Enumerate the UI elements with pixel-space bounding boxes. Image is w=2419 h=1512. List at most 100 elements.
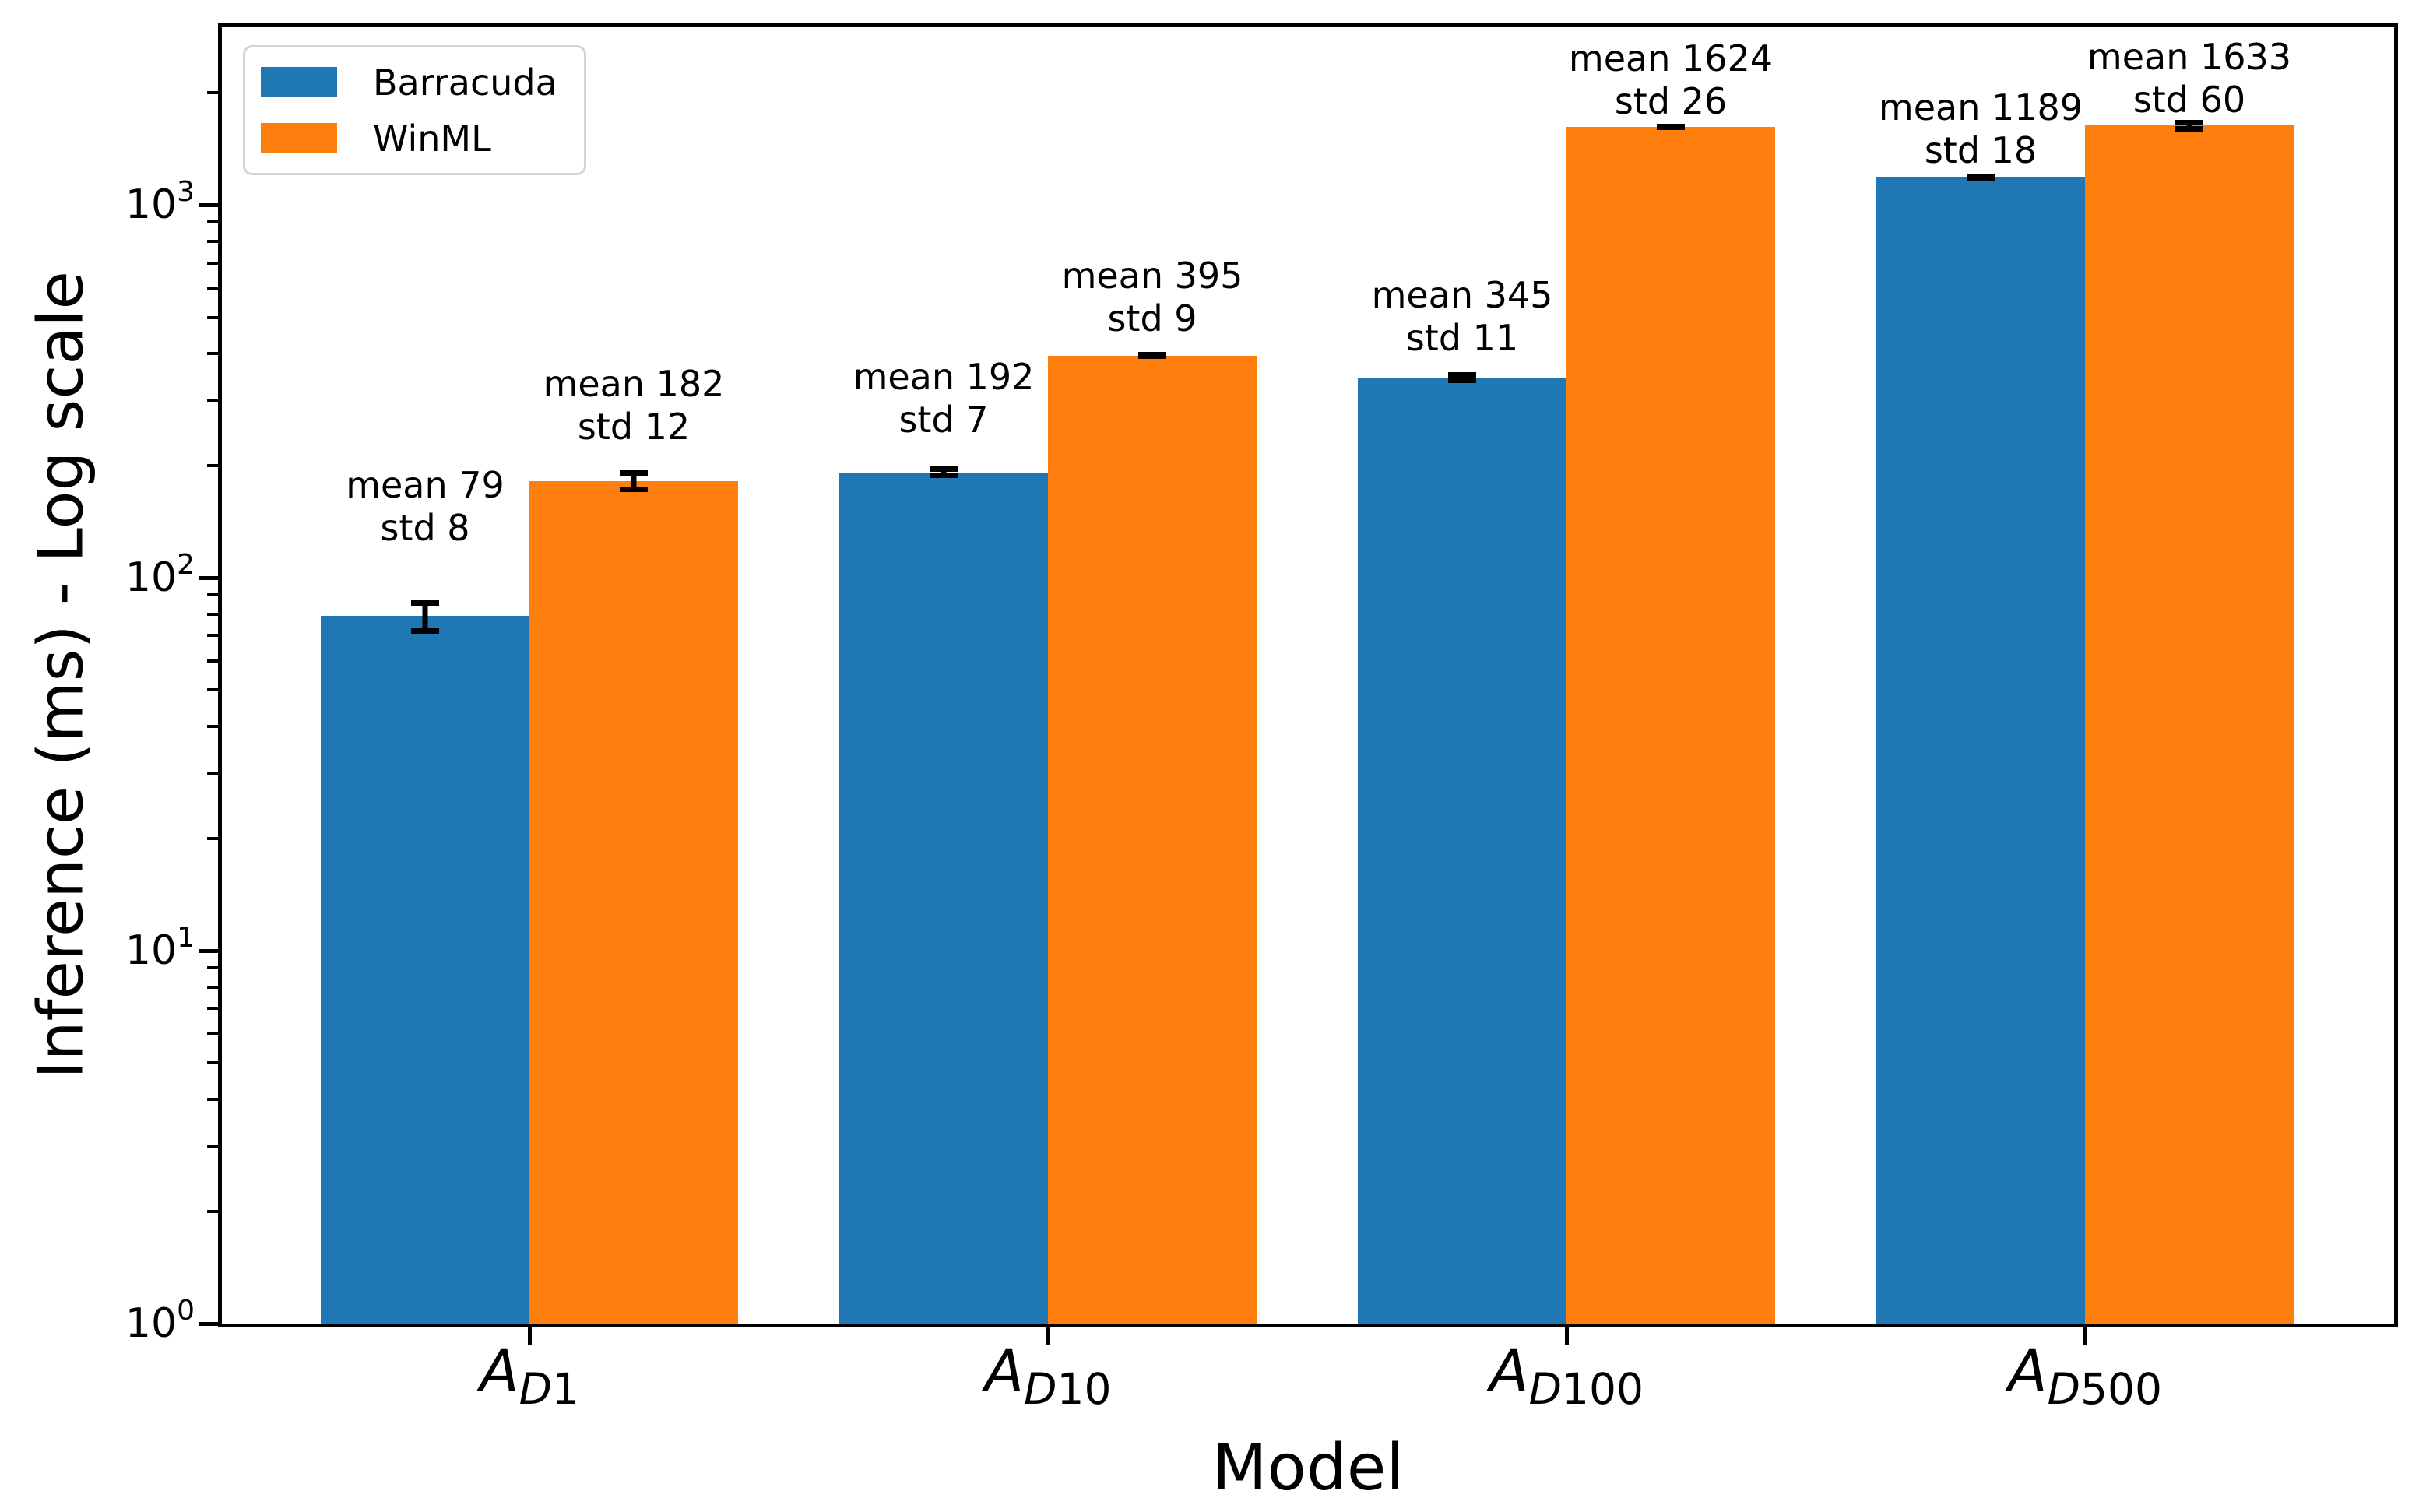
bar-winml-1 bbox=[1048, 355, 1257, 1324]
y-minor-tick-60 bbox=[207, 659, 218, 663]
errorbar-cap-top-winml-0 bbox=[620, 470, 648, 476]
y-minor-tick-2 bbox=[207, 1209, 218, 1213]
y-tick-base-10e2: 10 bbox=[125, 554, 178, 602]
y-minor-tick-2000 bbox=[207, 91, 218, 95]
errorbar-cap-bottom-barracuda-2 bbox=[1448, 377, 1476, 383]
errorbar-cap-bottom-winml-2 bbox=[1657, 125, 1685, 131]
y-major-tick-10e0 bbox=[199, 1321, 218, 1326]
errorbar-line-barracuda-0 bbox=[422, 600, 428, 634]
y-minor-tick-7 bbox=[207, 1007, 218, 1011]
errorbar-cap-top-barracuda-2 bbox=[1448, 372, 1476, 378]
x-tick-subscript: D100 bbox=[1529, 1366, 1644, 1412]
errorbar-cap-bottom-barracuda-3 bbox=[1967, 175, 1995, 181]
x-tick-subscript: D1 bbox=[519, 1366, 579, 1412]
y-minor-tick-3 bbox=[207, 1144, 218, 1148]
errorbar-barracuda-3 bbox=[1967, 174, 1995, 181]
y-tick-exponent-10e2: 2 bbox=[177, 549, 195, 582]
legend-label-winml: WinML bbox=[373, 117, 491, 160]
y-tick-label-10e3: 103 bbox=[47, 176, 195, 233]
x-tick-subscript: D500 bbox=[2048, 1366, 2162, 1412]
y-minor-tick-900 bbox=[207, 220, 218, 224]
x-tick-sub-num: 10 bbox=[1057, 1364, 1112, 1414]
annotation-winml-3: mean 1633 std 60 bbox=[2087, 36, 2292, 121]
y-tick-base-10e0: 10 bbox=[125, 1300, 178, 1347]
annotation-winml-2: mean 1624 std 26 bbox=[1568, 37, 1774, 122]
y-minor-tick-90 bbox=[207, 593, 218, 597]
y-minor-tick-5 bbox=[207, 1061, 218, 1065]
bar-barracuda-0 bbox=[321, 616, 529, 1324]
y-minor-tick-9 bbox=[207, 966, 218, 970]
errorbar-cap-top-barracuda-0 bbox=[411, 600, 439, 607]
legend-swatch-winml bbox=[261, 123, 337, 153]
y-minor-tick-800 bbox=[207, 239, 218, 243]
bar-winml-0 bbox=[529, 480, 738, 1324]
annotation-winml-0: mean 182 std 12 bbox=[543, 363, 725, 448]
errorbar-winml-2 bbox=[1657, 124, 1685, 131]
errorbar-cap-bottom-winml-1 bbox=[1138, 353, 1166, 360]
legend-item-winml: WinML bbox=[261, 119, 568, 158]
x-tick-sub-var: D bbox=[2047, 1364, 2080, 1414]
errorbar-line-winml-0 bbox=[631, 470, 637, 492]
y-tick-base-10e3: 10 bbox=[125, 181, 178, 229]
y-minor-tick-20 bbox=[207, 837, 218, 840]
errorbar-barracuda-2 bbox=[1448, 372, 1476, 383]
x-tick-sub-var: D bbox=[1528, 1364, 1562, 1414]
x-tick-ad10 bbox=[1046, 1327, 1050, 1345]
y-minor-tick-200 bbox=[207, 464, 218, 468]
errorbar-cap-bottom-winml-0 bbox=[620, 486, 648, 492]
annotation-barracuda-0: mean 79 std 8 bbox=[346, 464, 505, 550]
x-tick-subscript: D10 bbox=[1024, 1366, 1111, 1412]
x-tick-sub-num: 1 bbox=[551, 1364, 579, 1414]
legend-item-barracuda: Barracuda bbox=[261, 63, 568, 102]
annotation-barracuda-3: mean 1189 std 18 bbox=[1878, 86, 2083, 171]
errorbar-cap-top-barracuda-1 bbox=[930, 466, 958, 473]
x-tick-label-ad1: A D1 bbox=[358, 1341, 701, 1412]
y-tick-base-10e1: 10 bbox=[125, 927, 178, 975]
x-tick-ad500 bbox=[2083, 1327, 2087, 1345]
errorbar-barracuda-0 bbox=[411, 600, 439, 634]
annotation-barracuda-1: mean 192 std 7 bbox=[853, 356, 1035, 441]
bar-barracuda-1 bbox=[839, 472, 1048, 1324]
y-tick-exponent-10e3: 3 bbox=[177, 176, 195, 209]
annotation-barracuda-2: mean 345 std 11 bbox=[1371, 273, 1553, 359]
errorbar-winml-1 bbox=[1138, 351, 1166, 360]
y-minor-tick-600 bbox=[207, 286, 218, 290]
y-minor-tick-70 bbox=[207, 634, 218, 638]
errorbar-line-barracuda-1 bbox=[941, 466, 947, 479]
bar-winml-2 bbox=[1566, 126, 1775, 1324]
y-minor-tick-8 bbox=[207, 985, 218, 989]
annotation-winml-1: mean 395 std 9 bbox=[1061, 254, 1243, 339]
y-minor-tick-400 bbox=[207, 352, 218, 356]
x-tick-main: A bbox=[2008, 1338, 2048, 1405]
x-tick-label-ad100: A D100 bbox=[1395, 1341, 1738, 1412]
y-minor-tick-300 bbox=[207, 398, 218, 402]
legend-label-barracuda: Barracuda bbox=[373, 61, 557, 104]
x-tick-label-ad500: A D500 bbox=[1914, 1341, 2256, 1412]
bar-winml-3 bbox=[2085, 125, 2294, 1324]
errorbar-cap-top-winml-3 bbox=[2175, 119, 2203, 125]
errorbar-winml-0 bbox=[620, 470, 648, 492]
y-major-tick-10e3 bbox=[199, 202, 218, 207]
y-minor-tick-6 bbox=[207, 1032, 218, 1036]
bar-barracuda-3 bbox=[1876, 177, 2085, 1324]
legend: Barracuda WinML bbox=[243, 45, 586, 175]
y-minor-tick-80 bbox=[207, 612, 218, 616]
y-minor-tick-50 bbox=[207, 688, 218, 692]
y-tick-label-10e2: 102 bbox=[47, 549, 195, 606]
x-tick-main: A bbox=[1489, 1338, 1529, 1405]
x-tick-sub-num: 500 bbox=[2080, 1364, 2162, 1414]
y-tick-label-10e0: 100 bbox=[47, 1295, 195, 1352]
y-minor-tick-700 bbox=[207, 261, 218, 265]
x-tick-label-ad10: A D10 bbox=[877, 1341, 1219, 1412]
x-axis-label: Model bbox=[1211, 1431, 1405, 1505]
errorbar-cap-bottom-barracuda-0 bbox=[411, 628, 439, 634]
x-tick-sub-var: D bbox=[1024, 1364, 1057, 1414]
errorbar-cap-bottom-barracuda-1 bbox=[930, 473, 958, 479]
bar-barracuda-2 bbox=[1358, 377, 1566, 1324]
y-major-tick-10e2 bbox=[199, 575, 218, 580]
legend-swatch-barracuda bbox=[261, 67, 337, 97]
y-tick-exponent-10e0: 0 bbox=[177, 1295, 195, 1327]
x-tick-ad100 bbox=[1564, 1327, 1569, 1345]
y-tick-label-10e1: 101 bbox=[47, 922, 195, 979]
